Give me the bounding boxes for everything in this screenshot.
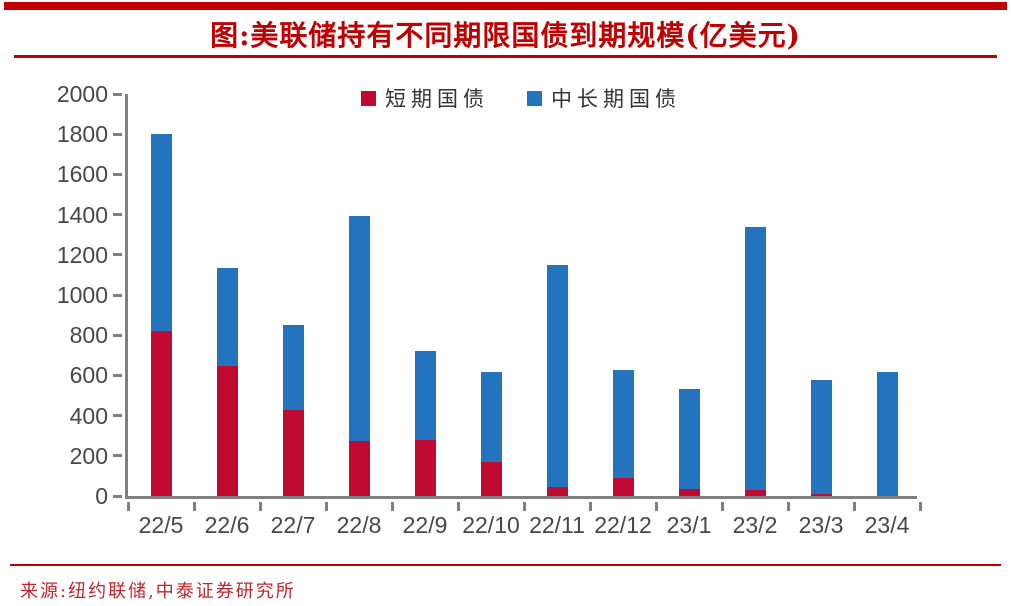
legend-item: 中长期国债 <box>527 83 681 113</box>
y-axis-label: 1600 <box>56 161 108 188</box>
x-axis-tick <box>456 502 460 511</box>
bar-segment-中长期国债 <box>546 264 568 487</box>
top-border-rule <box>4 2 1007 10</box>
bar-segment-短期国债 <box>810 494 832 496</box>
y-axis-tick <box>113 132 122 136</box>
y-axis-tick <box>113 293 122 297</box>
y-axis-label: 1400 <box>56 201 108 228</box>
legend-swatch-icon <box>527 90 542 106</box>
x-axis-tick <box>258 502 262 511</box>
x-axis-tick <box>522 502 526 511</box>
bar-segment-中长期国债 <box>150 134 172 332</box>
bar-segment-中长期国债 <box>810 380 832 494</box>
bar-segment-中长期国债 <box>876 372 898 496</box>
y-axis-label: 2000 <box>56 81 108 107</box>
x-axis-label: 23/1 <box>666 512 712 538</box>
x-axis-tick <box>390 502 394 511</box>
bar-segment-短期国债 <box>612 477 634 496</box>
x-axis-tick <box>720 502 724 511</box>
bar-23/3 <box>810 380 832 496</box>
x-axis-label: 22/12 <box>594 512 652 538</box>
y-axis-tick <box>113 92 122 96</box>
y-axis-tick <box>113 253 122 257</box>
x-axis-label: 23/2 <box>732 512 778 538</box>
x-axis-tick <box>192 502 196 511</box>
bar-segment-中长期国债 <box>744 226 766 490</box>
bar-22/7 <box>282 325 304 496</box>
x-axis-label: 22/11 <box>529 512 585 538</box>
x-axis-tick <box>126 502 130 511</box>
source-note: 来源:纽约联储,中泰证券研究所 <box>20 581 296 602</box>
bar-segment-短期国债 <box>348 440 370 496</box>
legend-item: 短期国债 <box>361 83 489 113</box>
bar-segment-中长期国债 <box>414 351 436 440</box>
bar-segment-短期国债 <box>678 488 700 496</box>
x-axis-tick <box>588 502 592 511</box>
bar-22/5 <box>150 134 172 496</box>
bar-segment-中长期国债 <box>348 215 370 441</box>
legend-swatch-icon <box>361 90 376 106</box>
y-axis-label: 0 <box>95 483 108 509</box>
bar-22/8 <box>348 215 370 496</box>
x-axis-tick <box>852 502 856 511</box>
legend-label: 短期国债 <box>385 87 489 111</box>
legend: 短期国债 中长期国债 <box>125 85 917 111</box>
footer-divider-rule <box>10 564 1001 566</box>
bar-segment-中长期国债 <box>612 370 634 478</box>
x-axis-label: 23/3 <box>798 512 844 538</box>
x-axis-tick <box>654 502 658 511</box>
bar-segment-短期国债 <box>546 486 568 496</box>
bar-22/6 <box>216 267 238 496</box>
bar-segment-短期国债 <box>414 439 436 496</box>
x-axis-tick <box>918 502 922 511</box>
legend-label: 中长期国债 <box>551 87 681 111</box>
bar-23/4 <box>876 372 898 496</box>
y-axis-label: 1200 <box>56 241 108 268</box>
bar-22/10 <box>480 372 502 496</box>
x-axis-tick <box>324 502 328 511</box>
y-axis-label: 1000 <box>56 282 108 308</box>
y-axis-label: 800 <box>69 322 108 349</box>
y-axis-tick <box>113 333 122 337</box>
y-axis-tick <box>113 213 122 217</box>
x-axis-label: 22/9 <box>402 512 448 538</box>
chart-title: 图:美联储持有不同期限国债到期规模(亿美元) <box>210 19 801 52</box>
bar-segment-中长期国债 <box>216 267 238 367</box>
x-axis-label: 23/4 <box>864 512 910 538</box>
bar-segment-中长期国债 <box>480 372 502 462</box>
y-axis-tick <box>113 414 122 418</box>
y-axis-tick <box>113 373 122 377</box>
bar-segment-短期国债 <box>150 331 172 496</box>
bar-segment-短期国债 <box>282 409 304 496</box>
y-axis-label: 600 <box>69 362 108 389</box>
y-axis-label: 1800 <box>56 121 108 148</box>
bar-segment-中长期国债 <box>282 325 304 410</box>
bar-segment-中长期国债 <box>678 389 700 489</box>
bar-23/1 <box>678 389 700 496</box>
x-axis-label: 22/6 <box>204 512 250 538</box>
x-axis-tick <box>786 502 790 511</box>
bar-segment-短期国债 <box>480 461 502 496</box>
x-axis-label: 22/10 <box>462 512 520 538</box>
bar-22/11 <box>546 264 568 496</box>
y-axis-label: 200 <box>69 442 108 469</box>
bar-segment-短期国债 <box>216 366 238 496</box>
y-axis-tick <box>113 454 122 458</box>
x-axis-label: 22/5 <box>138 512 184 538</box>
plot-area <box>113 92 922 511</box>
y-axis-tick <box>113 494 122 498</box>
bar-segment-短期国债 <box>744 489 766 496</box>
title-divider-rule <box>14 55 997 58</box>
x-axis-label: 22/8 <box>336 512 382 538</box>
x-axis-label: 22/7 <box>270 512 316 538</box>
bar-23/2 <box>744 226 766 496</box>
bar-22/12 <box>612 370 634 496</box>
y-axis-label: 400 <box>69 402 108 429</box>
y-axis-tick <box>113 172 122 176</box>
bar-22/9 <box>414 351 436 496</box>
